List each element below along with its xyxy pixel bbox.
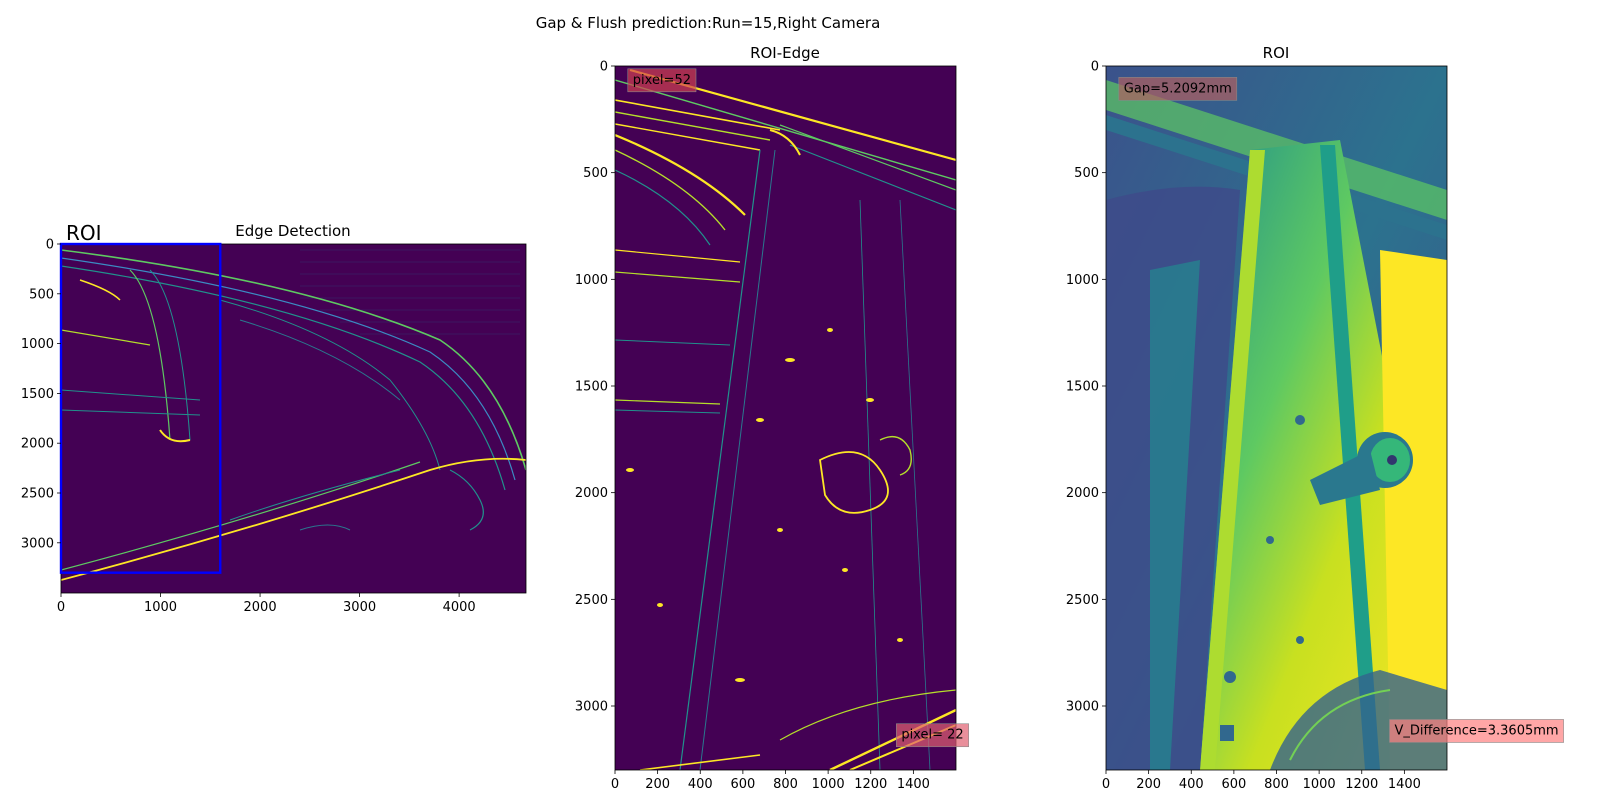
- x-tick-label: 800: [773, 777, 798, 792]
- panel-1-title: Edge Detection: [235, 222, 350, 240]
- y-tick-label: 1000: [575, 273, 608, 288]
- y-tick-label: 1000: [1066, 273, 1099, 288]
- x-tick-label: 1400: [897, 777, 930, 792]
- figure-suptitle: Gap & Flush prediction:Run=15,Right Came…: [536, 14, 881, 32]
- y-tick-label: 1500: [21, 387, 54, 402]
- y-tick-label: 2500: [1066, 593, 1099, 608]
- x-tick-label: 0: [57, 600, 65, 615]
- y-tick-label: 2500: [575, 593, 608, 608]
- x-tick-label: 1000: [144, 600, 177, 615]
- x-tick-label: 600: [730, 777, 755, 792]
- x-tick-label: 3000: [343, 600, 376, 615]
- panel-1-axes: 0 1000 2000 3000 4000 0 500 1000 1500 2000 2500 300…: [21, 238, 476, 616]
- y-tick-label: 0: [1091, 60, 1099, 75]
- x-tick-label: 400: [688, 777, 713, 792]
- x-tick-label: 4000: [443, 600, 476, 615]
- y-tick-label: 500: [583, 166, 608, 181]
- annotation-box: [1118, 77, 1238, 101]
- x-tick-label: 600: [1221, 777, 1246, 792]
- roi-edge-image: [615, 66, 956, 770]
- roi-image: [1106, 66, 1447, 770]
- panel-roi: ROI: [1066, 44, 1564, 792]
- y-tick-label: 3000: [1066, 700, 1099, 715]
- x-tick-label: 400: [1179, 777, 1204, 792]
- y-tick-label: 2000: [1066, 486, 1099, 501]
- panel-2-title: ROI-Edge: [750, 44, 820, 62]
- y-tick-label: 2000: [21, 437, 54, 452]
- roi-rectangle: [59, 242, 222, 574]
- panel-3-title: ROI: [1263, 44, 1290, 62]
- y-tick-label: 3000: [575, 700, 608, 715]
- panel-2-axes: 0 200 400 600 800 1000 1200 1400 0 500 1000 1500 200…: [575, 60, 930, 793]
- x-tick-label: 0: [611, 777, 619, 792]
- x-tick-label: 200: [645, 777, 670, 792]
- x-tick-label: 800: [1264, 777, 1289, 792]
- x-tick-label: 1000: [1303, 777, 1336, 792]
- y-tick-label: 500: [29, 287, 54, 302]
- panel-3-axes: 0 200 400 600 800 1000 1200 1400 0 500 1000 1500 200…: [1066, 60, 1421, 793]
- x-tick-label: 1200: [854, 777, 887, 792]
- y-tick-label: 1500: [1066, 380, 1099, 395]
- roi-label: ROI: [66, 221, 102, 245]
- panel-edge-detection: Edge Detection: [21, 221, 527, 616]
- y-tick-label: 500: [1074, 166, 1099, 181]
- annotation-box: [1389, 719, 1564, 743]
- annotation-box: [627, 68, 697, 93]
- y-tick-label: 1500: [575, 380, 608, 395]
- y-tick-label: 0: [600, 60, 608, 75]
- annotation-text: pixel=52: [633, 73, 691, 88]
- x-tick-label: 200: [1136, 777, 1161, 792]
- y-tick-label: 2500: [21, 487, 54, 502]
- annotation-box: [896, 723, 969, 748]
- panel-2-annotations: pixel=52 pixel= 22: [627, 68, 969, 748]
- annotation-text: Gap=5.2092mm: [1124, 81, 1232, 96]
- y-tick-label: 3000: [21, 536, 54, 551]
- y-tick-label: 2000: [575, 486, 608, 501]
- x-tick-label: 1200: [1345, 777, 1378, 792]
- x-tick-label: 0: [1102, 777, 1110, 792]
- panel-roi-edge: ROI-Edge: [575, 44, 969, 792]
- x-tick-label: 1400: [1388, 777, 1421, 792]
- panel-3-annotations: Gap=5.2092mm V_Difference=3.3605mm: [1118, 77, 1564, 743]
- y-tick-label: 0: [46, 238, 54, 253]
- annotation-text: pixel= 22: [901, 728, 963, 743]
- annotation-text: V_Difference=3.3605mm: [1394, 723, 1558, 738]
- x-tick-label: 1000: [812, 777, 845, 792]
- y-tick-label: 1000: [21, 337, 54, 352]
- x-tick-label: 2000: [244, 600, 277, 615]
- edge-detection-image: [61, 244, 526, 593]
